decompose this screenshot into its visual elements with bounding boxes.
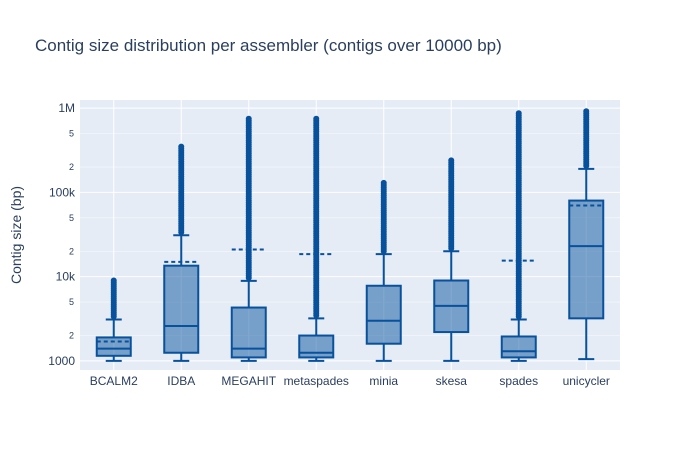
x-tick-label: metaspades [284, 374, 349, 388]
outlier-point [515, 110, 522, 117]
x-tick-label: skesa [436, 374, 468, 388]
boxes [95, 108, 605, 362]
box-BCALM2 [95, 277, 132, 362]
outlier-point [245, 115, 252, 122]
box-iqr [163, 264, 200, 354]
chart-title: Contig size distribution per assembler (… [35, 36, 502, 55]
box-iqr [568, 199, 605, 320]
box-iqr [230, 306, 267, 359]
x-tick-label: spades [499, 374, 538, 388]
y-tick-label: 1000 [48, 354, 75, 368]
outlier-point [583, 108, 590, 115]
x-tick-label: BCALM2 [90, 374, 138, 388]
y-axis-ticks: 1000 10k 100k 1M 2 5 2 5 2 5 [48, 101, 76, 368]
y-tick-label: 1M [58, 101, 75, 115]
box-IDBA [163, 143, 200, 362]
y-axis-label: Contig size (bp) [8, 186, 24, 284]
outlier-point [380, 179, 387, 186]
outlier-point [110, 277, 117, 284]
box-MEGAHIT [230, 115, 267, 362]
y-minor-tick-label: 2 [69, 331, 74, 341]
outlier-point [313, 115, 320, 122]
outlier-point [448, 157, 455, 164]
box-iqr [298, 334, 335, 359]
y-minor-tick-label: 5 [69, 213, 74, 223]
box-iqr [95, 336, 132, 357]
x-tick-label: minia [369, 374, 398, 388]
plot-area [80, 100, 620, 370]
x-tick-label: IDBA [167, 374, 195, 388]
box-iqr [500, 335, 537, 359]
y-tick-label: 100k [49, 185, 76, 199]
x-tick-label: MEGAHIT [221, 374, 276, 388]
box-metaspades [298, 115, 335, 362]
y-minor-tick-label: 5 [69, 297, 74, 307]
x-axis-ticks: BCALM2 IDBA MEGAHIT metaspades minia skesa spa… [90, 374, 610, 388]
y-minor-tick-label: 2 [69, 162, 74, 172]
box-iqr [365, 284, 402, 345]
box-minia [365, 179, 402, 362]
y-minor-tick-label: 2 [69, 246, 74, 256]
box-spades [500, 110, 537, 362]
y-minor-tick-label: 5 [69, 129, 74, 139]
y-tick-label: 10k [56, 270, 76, 284]
box-skesa [433, 157, 470, 362]
outlier-point [178, 143, 185, 150]
x-tick-label: unicycler [563, 374, 610, 388]
box-unicycler [568, 108, 605, 361]
